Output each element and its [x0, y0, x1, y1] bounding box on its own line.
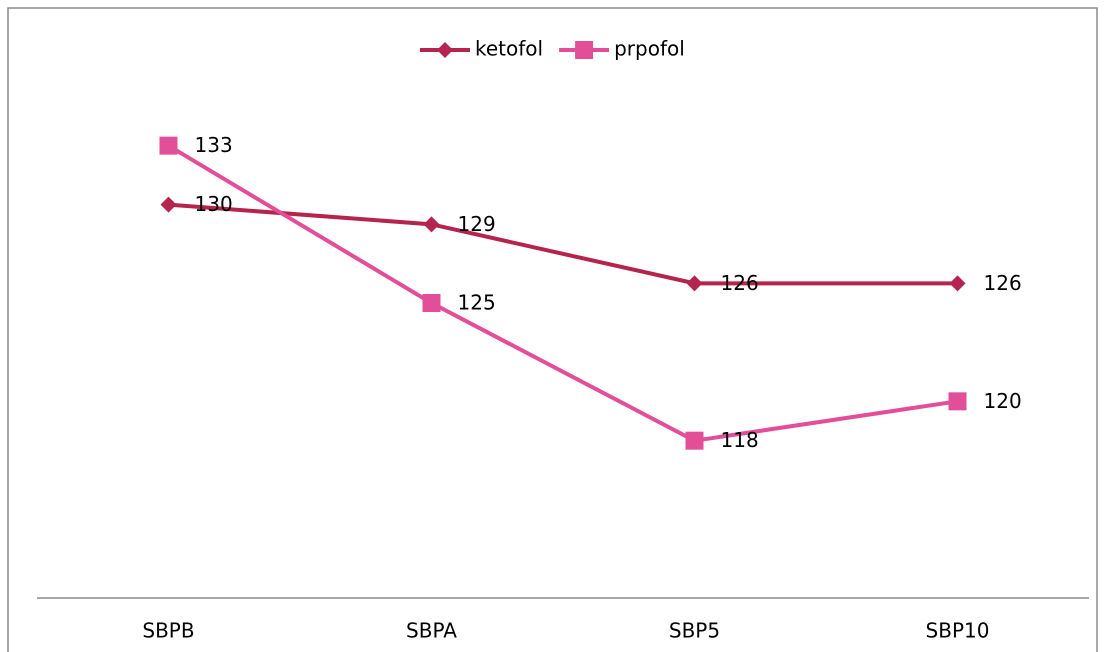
marker: [948, 392, 967, 411]
x-tick-label: SBPB: [142, 619, 194, 643]
data-label: 126: [984, 271, 1022, 295]
marker: [160, 196, 177, 213]
marker: [949, 275, 966, 292]
legend-label: ketofol: [475, 37, 543, 61]
x-tick-label: SBP5: [669, 619, 720, 643]
marker: [686, 275, 703, 292]
data-label: 133: [195, 133, 233, 157]
x-tick-label: SBP10: [926, 619, 990, 643]
data-label: 118: [721, 428, 759, 452]
data-label: 126: [721, 271, 759, 295]
series-line: [167, 143, 958, 443]
marker: [159, 136, 178, 155]
legend-marker: [575, 41, 594, 59]
data-label: 120: [984, 389, 1022, 413]
marker: [422, 294, 441, 312]
data-label: 130: [195, 192, 233, 216]
x-tick-label: SBPA: [406, 619, 457, 643]
legend-label: prpofol: [614, 37, 685, 61]
marker: [685, 431, 704, 450]
chart-border: [7, 7, 1098, 652]
series-line: [168, 202, 958, 286]
legend-marker: [437, 42, 453, 58]
marker: [423, 216, 440, 233]
data-label: 129: [458, 212, 496, 236]
data-label: 125: [458, 291, 496, 315]
